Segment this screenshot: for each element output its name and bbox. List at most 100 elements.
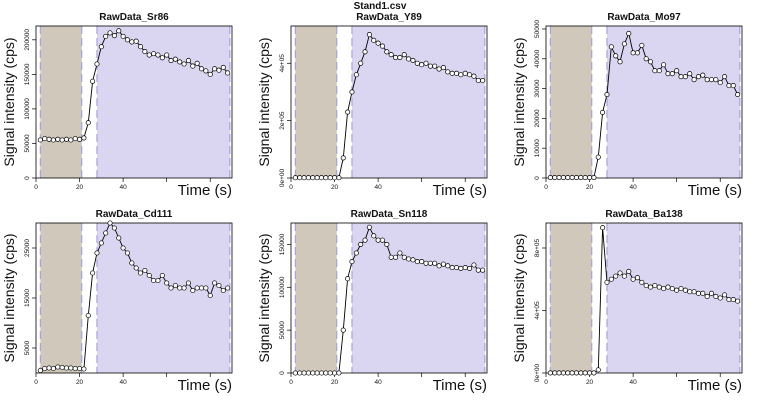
data-point — [695, 290, 701, 296]
data-point — [46, 136, 52, 142]
y-tick-label: 100000 — [24, 98, 31, 120]
data-point — [172, 56, 178, 62]
data-point — [129, 260, 135, 266]
plot-frame — [545, 25, 743, 179]
x-axis-label: Time (s) — [178, 377, 232, 394]
data-point — [388, 52, 394, 58]
data-point — [427, 260, 433, 266]
data-point — [340, 327, 346, 333]
data-point — [77, 365, 83, 372]
data-point — [198, 66, 205, 72]
y-tick-label: 4e+05 — [534, 301, 541, 320]
data-point — [708, 77, 715, 83]
x-tick-label: 0 — [544, 184, 548, 191]
data-point — [185, 57, 191, 64]
data-point — [682, 287, 688, 293]
data-point — [349, 89, 355, 95]
data-point — [643, 282, 649, 289]
x-tick-label: 40 — [629, 379, 637, 386]
data-point — [384, 241, 390, 247]
x-tick-label: 20 — [586, 184, 594, 191]
signal-window — [351, 26, 485, 178]
data-point — [462, 70, 468, 76]
x-tick-label: 0 — [289, 184, 293, 191]
data-point — [72, 136, 78, 142]
signal-window — [351, 223, 485, 373]
data-point — [565, 370, 571, 376]
data-point — [68, 365, 74, 371]
data-point — [292, 175, 298, 181]
y-tick-label: 0e+00 — [279, 168, 286, 187]
data-point — [332, 175, 338, 181]
data-point — [216, 67, 222, 73]
y-tick-label: 0 — [534, 176, 541, 180]
data-point — [691, 77, 697, 83]
data-point — [392, 54, 399, 61]
data-point — [595, 367, 601, 373]
data-point — [120, 33, 126, 39]
data-point — [194, 285, 200, 291]
data-point — [94, 61, 100, 67]
data-point — [362, 237, 368, 243]
data-point — [445, 69, 451, 75]
data-point — [600, 109, 606, 115]
data-point — [81, 135, 87, 141]
data-point — [59, 137, 65, 143]
data-point — [50, 137, 56, 143]
data-point — [730, 297, 736, 303]
data-point — [687, 289, 693, 295]
data-point — [185, 280, 191, 286]
data-point — [604, 91, 610, 98]
data-point — [85, 312, 91, 319]
data-point — [366, 224, 372, 230]
data-point — [146, 52, 152, 58]
data-point — [423, 260, 429, 266]
data-point — [419, 62, 425, 68]
data-point — [310, 370, 316, 376]
data-point — [129, 39, 135, 45]
plot-frame — [290, 222, 488, 374]
data-point — [700, 290, 706, 296]
y-tick-label: 50000 — [534, 20, 541, 38]
data-point — [674, 287, 680, 293]
data-point — [172, 282, 178, 289]
data-point — [305, 370, 311, 376]
signal-window — [96, 26, 230, 178]
data-point — [617, 270, 623, 276]
data-point — [142, 49, 148, 55]
data-point — [207, 71, 213, 77]
data-point — [55, 136, 61, 142]
data-point — [384, 49, 390, 55]
chart-title: RawData_Sr86 — [99, 12, 169, 23]
plot-frame — [545, 222, 743, 374]
chart-title: RawData_Sn118 — [351, 209, 428, 220]
data-point — [310, 175, 316, 181]
data-point — [116, 28, 122, 34]
data-point — [717, 295, 723, 301]
data-point — [340, 155, 346, 161]
data-point — [730, 83, 736, 89]
data-point — [314, 370, 320, 376]
data-point — [133, 265, 139, 271]
data-point — [336, 370, 342, 376]
data-point — [713, 293, 719, 299]
y-axis-label: Signal intensity (cps) — [256, 37, 272, 166]
y-tick-label: 50000 — [24, 134, 31, 152]
data-point — [587, 175, 593, 181]
data-point — [46, 365, 52, 371]
data-point — [722, 74, 728, 80]
data-point — [440, 65, 446, 71]
data-point — [159, 55, 165, 61]
x-tick-label: 0 — [544, 379, 548, 386]
y-tick-label: 4e+05 — [279, 54, 286, 73]
data-point — [181, 61, 187, 67]
data-point — [107, 220, 113, 226]
data-point — [212, 66, 218, 72]
data-point — [717, 80, 723, 86]
y-axis-label: Signal intensity (cps) — [511, 37, 527, 166]
background-window — [295, 26, 337, 178]
data-point — [565, 175, 571, 181]
data-point — [462, 265, 468, 271]
data-point — [397, 54, 403, 61]
data-point — [203, 68, 209, 74]
